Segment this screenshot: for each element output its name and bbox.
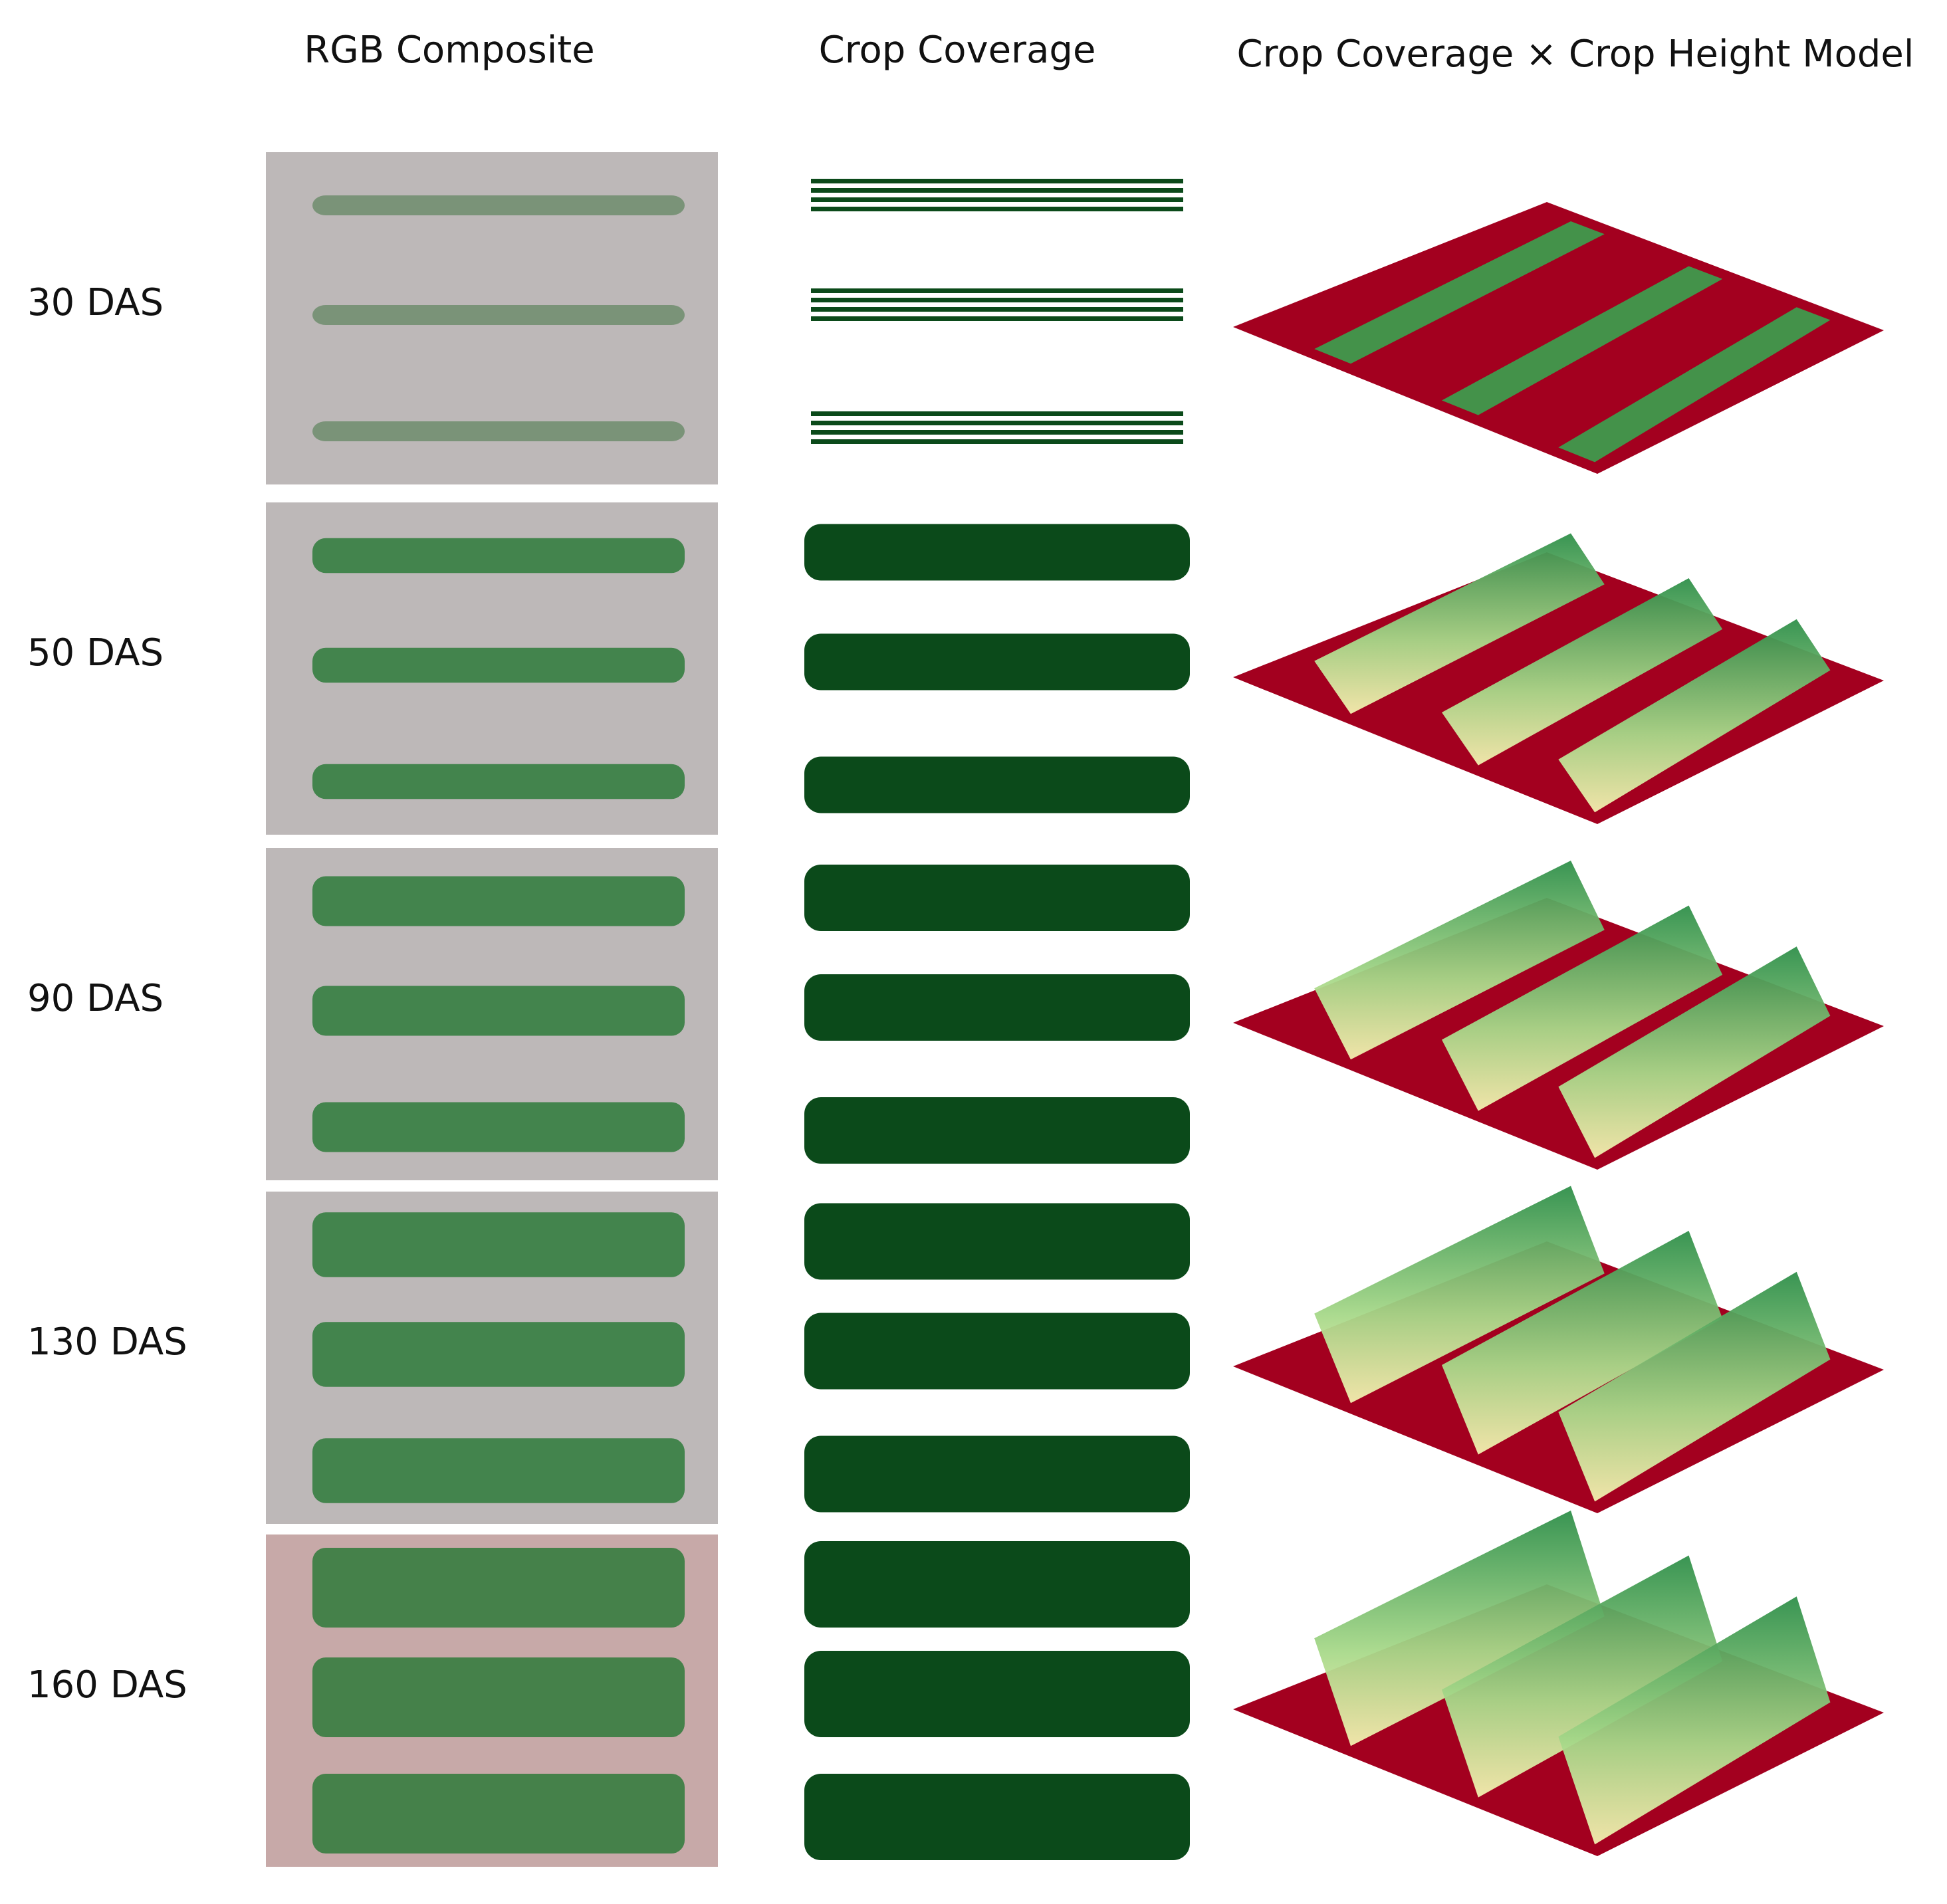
column-header: RGB Composite (304, 29, 594, 72)
coverage-band (804, 1774, 1190, 1860)
crop-canopy (1442, 905, 1723, 1111)
height-model (1233, 1510, 1884, 1856)
crop-canopy (1558, 307, 1831, 463)
coverage-band (804, 633, 1190, 690)
crop-row (312, 1438, 685, 1503)
crop-row (312, 986, 685, 1036)
crop-canopy (1314, 221, 1605, 364)
coverage-strip (811, 316, 1183, 321)
crop-canopy (1314, 1186, 1605, 1404)
crop-row (312, 764, 685, 799)
crop-row (312, 647, 685, 683)
row-label: 130 DAS (27, 1321, 187, 1364)
crop-row (312, 1657, 685, 1737)
crop-canopy (1558, 619, 1831, 813)
crop-row (312, 421, 685, 441)
rgb-image (266, 1534, 718, 1867)
coverage-strip (811, 430, 1183, 435)
coverage-strip (811, 288, 1183, 293)
coverage-strip (811, 188, 1183, 193)
row-label: 90 DAS (27, 977, 164, 1020)
coverage-strip (811, 207, 1183, 211)
coverage-image (804, 524, 1190, 813)
height-model (1233, 533, 1884, 824)
crop-canopy (1558, 1596, 1831, 1845)
coverage-band (804, 1313, 1190, 1390)
coverage-strip (811, 411, 1183, 416)
crop-row (312, 1102, 685, 1152)
crop-canopy (1558, 1271, 1831, 1502)
column-header: Crop Coverage (819, 29, 1096, 72)
crop-canopy (1442, 1231, 1723, 1455)
crop-canopy (1442, 578, 1723, 766)
crop-row (312, 876, 685, 926)
coverage-strip (811, 298, 1183, 302)
crop-row (312, 305, 685, 325)
row-label: 50 DAS (27, 631, 164, 675)
coverage-image (804, 865, 1190, 1164)
rgb-image (266, 848, 718, 1180)
crop-row (312, 1548, 685, 1628)
coverage-image (804, 1541, 1190, 1860)
row-label: 30 DAS (27, 281, 164, 324)
crop-canopy (1442, 1555, 1723, 1798)
coverage-band (804, 865, 1190, 931)
crop-row (312, 195, 685, 215)
rgb-image (266, 1192, 718, 1524)
crop-row (312, 1322, 685, 1387)
height-model (1233, 1186, 1884, 1513)
rgb-image (266, 502, 718, 835)
rgb-image (266, 152, 718, 484)
coverage-band (804, 1435, 1190, 1513)
crop-canopy (1442, 266, 1723, 415)
crop-canopy (1314, 1510, 1605, 1746)
crop-row (312, 538, 685, 574)
height-model (1233, 860, 1884, 1170)
coverage-strip (811, 179, 1183, 183)
crop-canopy (1314, 860, 1605, 1060)
coverage-band (804, 524, 1190, 581)
coverage-band (804, 974, 1190, 1041)
coverage-image (804, 1203, 1190, 1513)
height-model (1233, 202, 1884, 474)
coverage-strip (811, 439, 1183, 444)
coverage-band (804, 1541, 1190, 1628)
crop-row (312, 1774, 685, 1853)
coverage-strip (811, 197, 1183, 202)
crop-canopy (1314, 533, 1605, 714)
coverage-band (804, 1203, 1190, 1280)
column-header: Crop Coverage × Crop Height Model (1237, 33, 1914, 76)
coverage-band (804, 1651, 1190, 1737)
row-label: 160 DAS (27, 1663, 187, 1707)
coverage-band (804, 1097, 1190, 1164)
coverage-strip (811, 307, 1183, 312)
coverage-band (804, 756, 1190, 813)
crop-canopy (1558, 946, 1831, 1158)
coverage-strip (811, 421, 1183, 425)
crop-row (312, 1212, 685, 1277)
coverage-image (811, 179, 1183, 444)
